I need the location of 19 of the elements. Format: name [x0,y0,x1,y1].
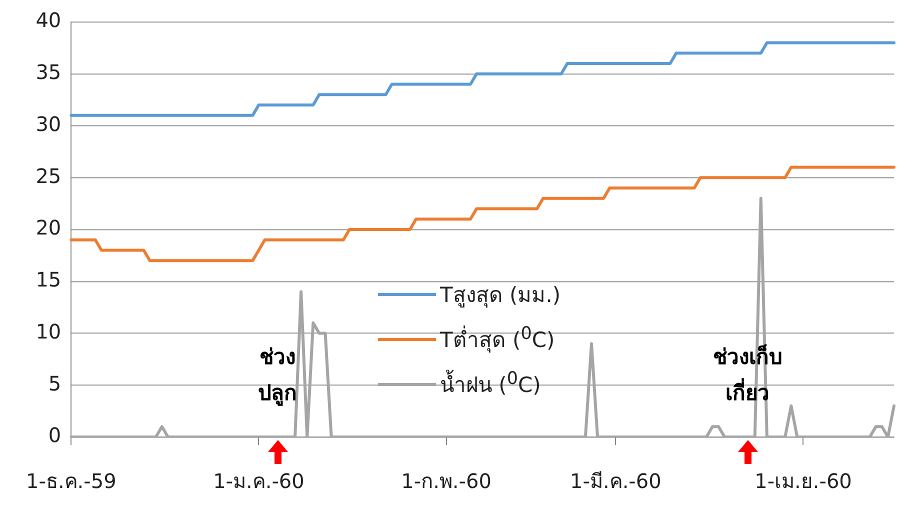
y-tick-label: 0 [48,423,62,448]
y-tick-label: 30 [36,112,62,136]
y-tick-label: 40 [36,8,62,32]
legend-label: น้ำฝน ($^{0}$C) [440,368,541,399]
legend-label: Tสูงสุด (มม.) [440,282,561,310]
y-tick-label: 20 [36,216,62,240]
legend-label: Tต่ำสุด ($^{0}$C) [440,323,555,355]
y-tick-label: 15 [36,268,62,292]
x-tick-label: 1-มี.ค.-60 [570,469,662,494]
x-tick-label: 1-ธ.ค.-59 [26,469,116,494]
annotation: ช่วง ปลูก [257,344,298,408]
y-tick-label: 35 [36,60,62,84]
y-tick-label: 10 [36,319,62,344]
y-tick-label: 5 [48,371,62,396]
y-tick-label: 25 [36,164,62,188]
x-tick-label: 1-ก.พ.-60 [401,469,492,494]
annotation: ช่วงเก็บ เกี่ยว [712,343,784,407]
x-tick-label: 1-ม.ค.-60 [213,469,304,494]
x-tick-label: 1-เม.ย.-60 [754,469,852,494]
